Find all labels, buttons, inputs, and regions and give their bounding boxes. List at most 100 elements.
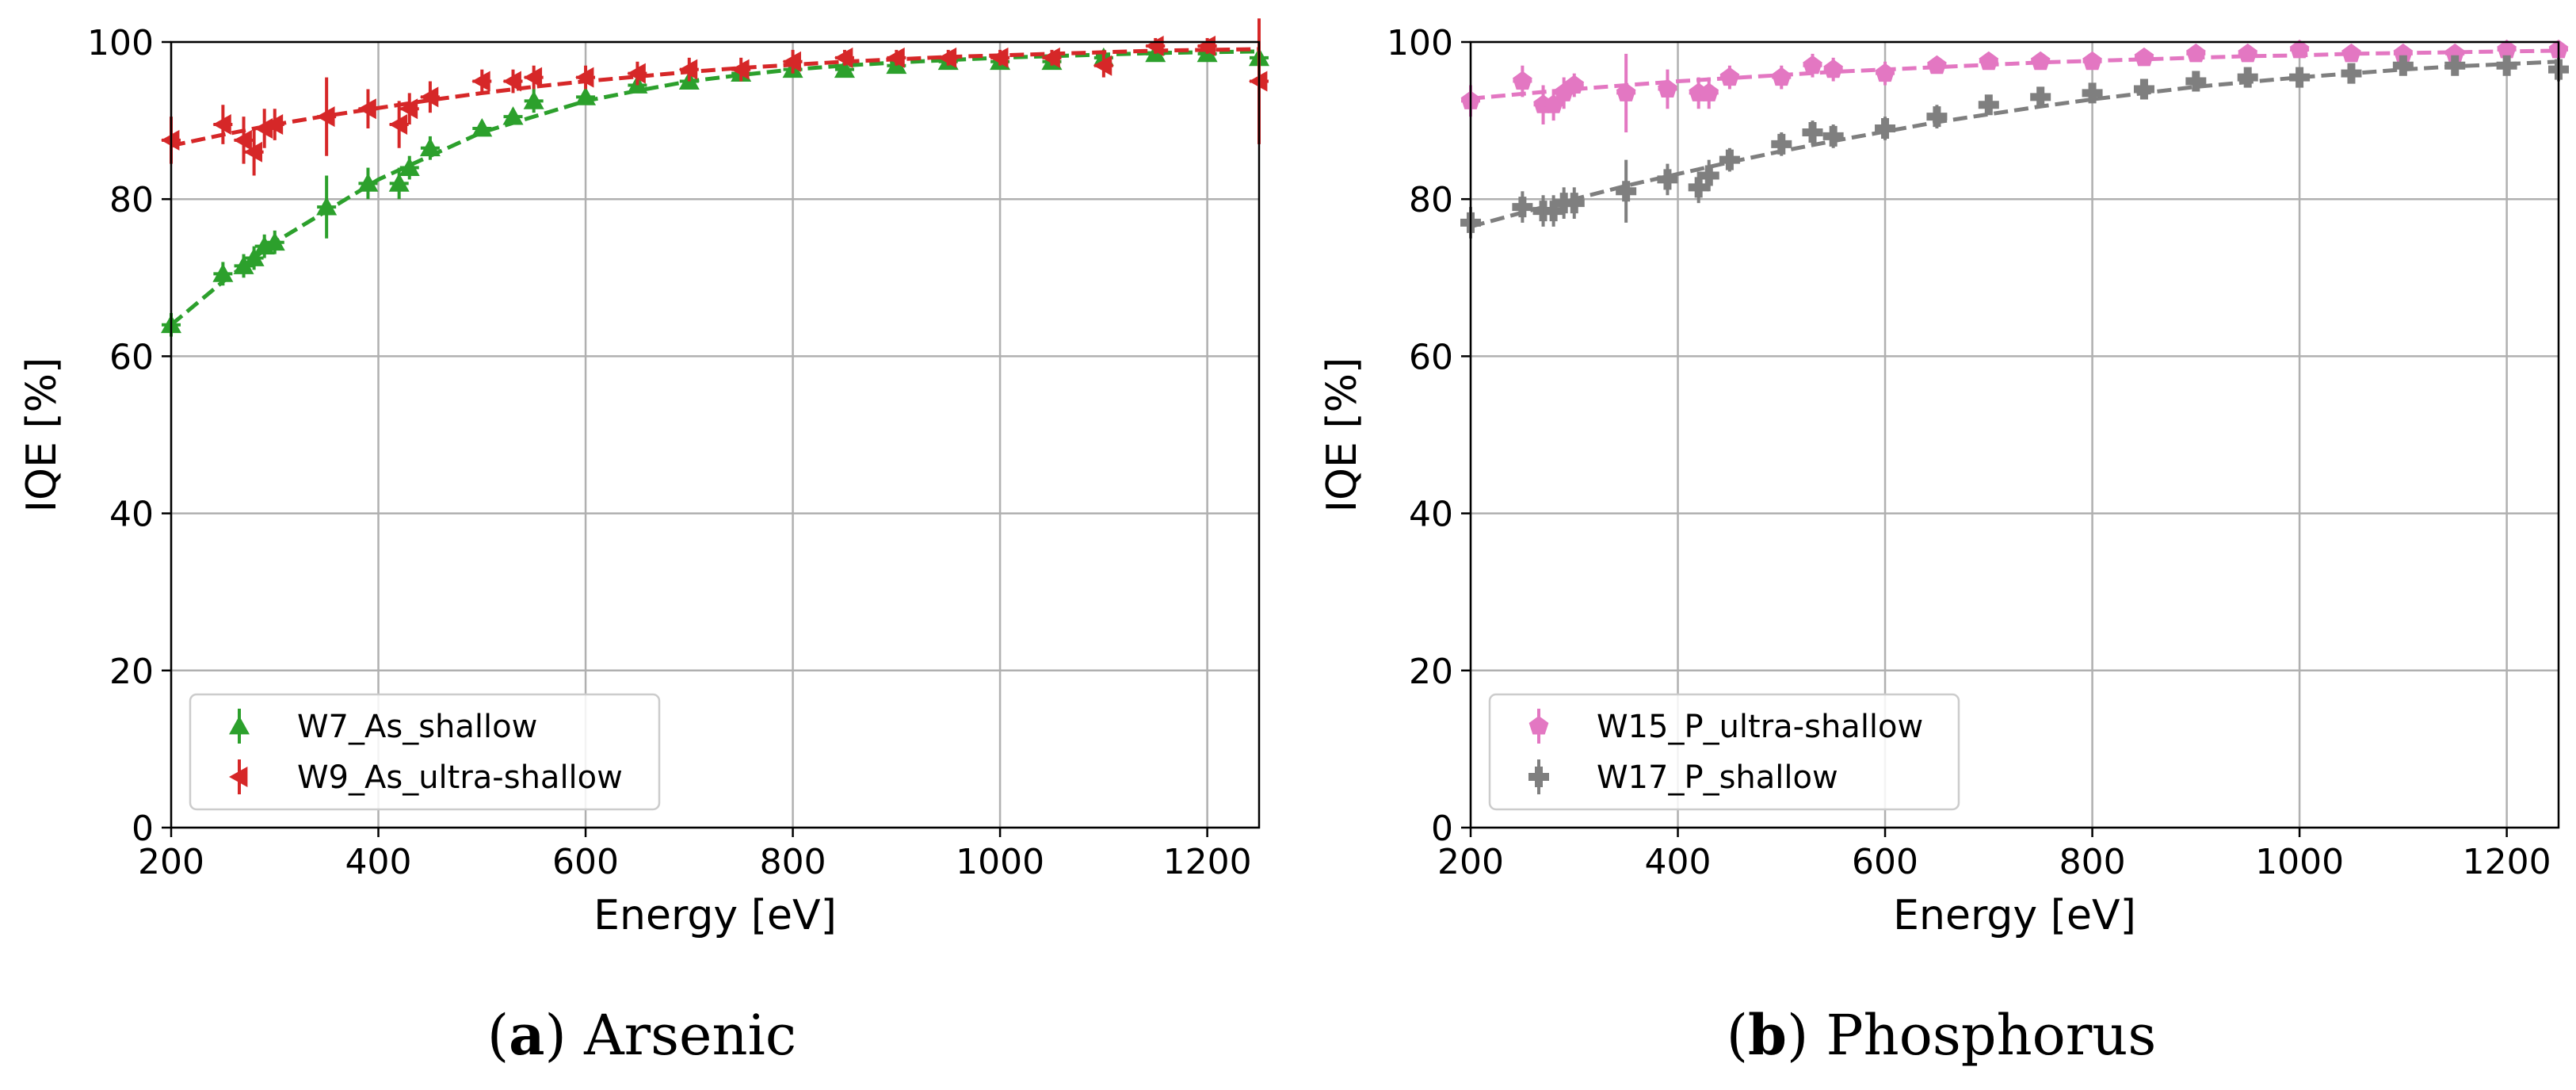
legend: W15_P_ultra-shallow W17_P_shallow — [1488, 693, 1960, 811]
data-point — [419, 86, 439, 108]
plot-frame — [1469, 40, 2560, 829]
data-point — [2185, 71, 2207, 92]
data-point — [1875, 118, 1896, 140]
chart-phosphorus: 200 400 600 800 1000 1200 0 20 40 60 80 100 W15_P_ul… — [1319, 23, 2569, 1068]
data-point — [1543, 201, 1564, 222]
data-point — [1196, 35, 1216, 56]
y-tick-label: 0 — [1431, 809, 1453, 849]
data-point — [1564, 75, 1585, 94]
y-tick-label: 100 — [1387, 23, 1453, 63]
data-point — [2393, 43, 2414, 63]
data-point — [2444, 55, 2466, 76]
y-axis-label: IQE [%] — [1319, 358, 1366, 513]
data-point — [2237, 67, 2258, 88]
data-point — [2496, 55, 2517, 76]
x-tick-label: 1000 — [956, 842, 1044, 882]
y-tick-label: 100 — [87, 23, 154, 63]
data-point — [316, 197, 338, 216]
x-tick-label: 1200 — [2463, 842, 2551, 882]
data-point — [731, 59, 750, 80]
data-point — [471, 118, 493, 137]
data-point — [1249, 71, 1268, 92]
x-tick-label: 1000 — [2255, 842, 2344, 882]
data-point — [1823, 59, 1844, 78]
data-point — [399, 98, 418, 120]
data-point — [2134, 47, 2154, 67]
data-point — [161, 129, 180, 151]
y-tick-label: 80 — [1409, 180, 1453, 220]
data-point — [834, 47, 853, 68]
data-point — [1532, 201, 1554, 222]
data-point — [937, 47, 957, 68]
data-point — [627, 63, 646, 84]
data-point — [1657, 169, 1678, 190]
data-point — [388, 114, 408, 136]
data-point — [2133, 78, 2154, 100]
legend: W7_As_shallow W9_As_ultra-shallow — [189, 693, 661, 811]
data-point — [1658, 78, 1677, 98]
legend-label: W9_As_ultra-shallow — [297, 759, 623, 796]
data-point — [502, 71, 521, 92]
data-point — [575, 67, 594, 88]
legend-box — [1488, 693, 1960, 811]
x-tick-label: 200 — [1437, 842, 1504, 882]
data-point — [2289, 39, 2310, 59]
x-tick-label: 800 — [2059, 842, 2126, 882]
fit-curve — [1470, 59, 2559, 229]
data-point — [2030, 86, 2051, 108]
series-W9_As_ultra-shallow — [161, 18, 1269, 176]
data-point — [233, 255, 254, 274]
data-point — [1979, 51, 1999, 71]
data-point — [1978, 94, 1999, 116]
data-point — [678, 59, 698, 80]
chart-arsenic: 200 400 600 800 1000 1200 0 20 40 60 80 100 W7_As_sh… — [18, 18, 1269, 1068]
data-point — [2082, 82, 2103, 104]
data-point — [1688, 177, 1709, 198]
data-point — [233, 129, 252, 151]
data-point — [1802, 121, 1823, 143]
y-tick-label: 20 — [1409, 652, 1453, 692]
data-point — [357, 98, 376, 120]
data-point — [399, 157, 420, 176]
fit-curve — [170, 47, 1260, 148]
data-point — [1719, 67, 1740, 86]
x-tick-label: 800 — [760, 842, 826, 882]
legend-marker — [229, 767, 248, 787]
data-point — [419, 137, 441, 157]
legend-marker — [229, 716, 250, 735]
data-point — [316, 106, 335, 128]
y-tick-label: 60 — [109, 337, 154, 377]
fit-curve — [170, 49, 1260, 327]
legend-label: W17_P_shallow — [1597, 759, 1838, 796]
legend-marker — [1528, 716, 1549, 735]
caption: (b) Phosphorus — [1727, 1002, 2157, 1068]
data-point — [834, 59, 855, 78]
data-point — [1771, 133, 1792, 155]
data-point — [990, 47, 1009, 68]
data-point — [212, 114, 231, 136]
fit-curve — [1470, 48, 2559, 101]
data-point — [2392, 55, 2414, 76]
data-point — [1616, 181, 1637, 202]
legend-marker — [1528, 767, 1549, 787]
data-point — [1719, 149, 1740, 170]
y-tick-label: 60 — [1409, 337, 1453, 377]
data-point — [1771, 67, 1792, 86]
data-point — [1553, 193, 1574, 214]
x-tick-label: 400 — [1645, 842, 1712, 882]
data-point — [782, 51, 801, 72]
x-tick-label: 600 — [552, 842, 619, 882]
y-tick-label: 20 — [109, 652, 154, 692]
data-point — [1041, 47, 1060, 68]
data-point — [243, 247, 265, 266]
legend-label: W15_P_ultra-shallow — [1597, 709, 1923, 745]
data-point — [523, 67, 543, 88]
y-tick-label: 40 — [1409, 495, 1453, 535]
data-point — [243, 141, 263, 163]
data-point — [2082, 51, 2102, 71]
y-tick-label: 80 — [109, 180, 154, 220]
data-point — [2341, 63, 2362, 84]
data-point — [1145, 35, 1164, 56]
legend-label: W7_As_shallow — [297, 709, 537, 745]
